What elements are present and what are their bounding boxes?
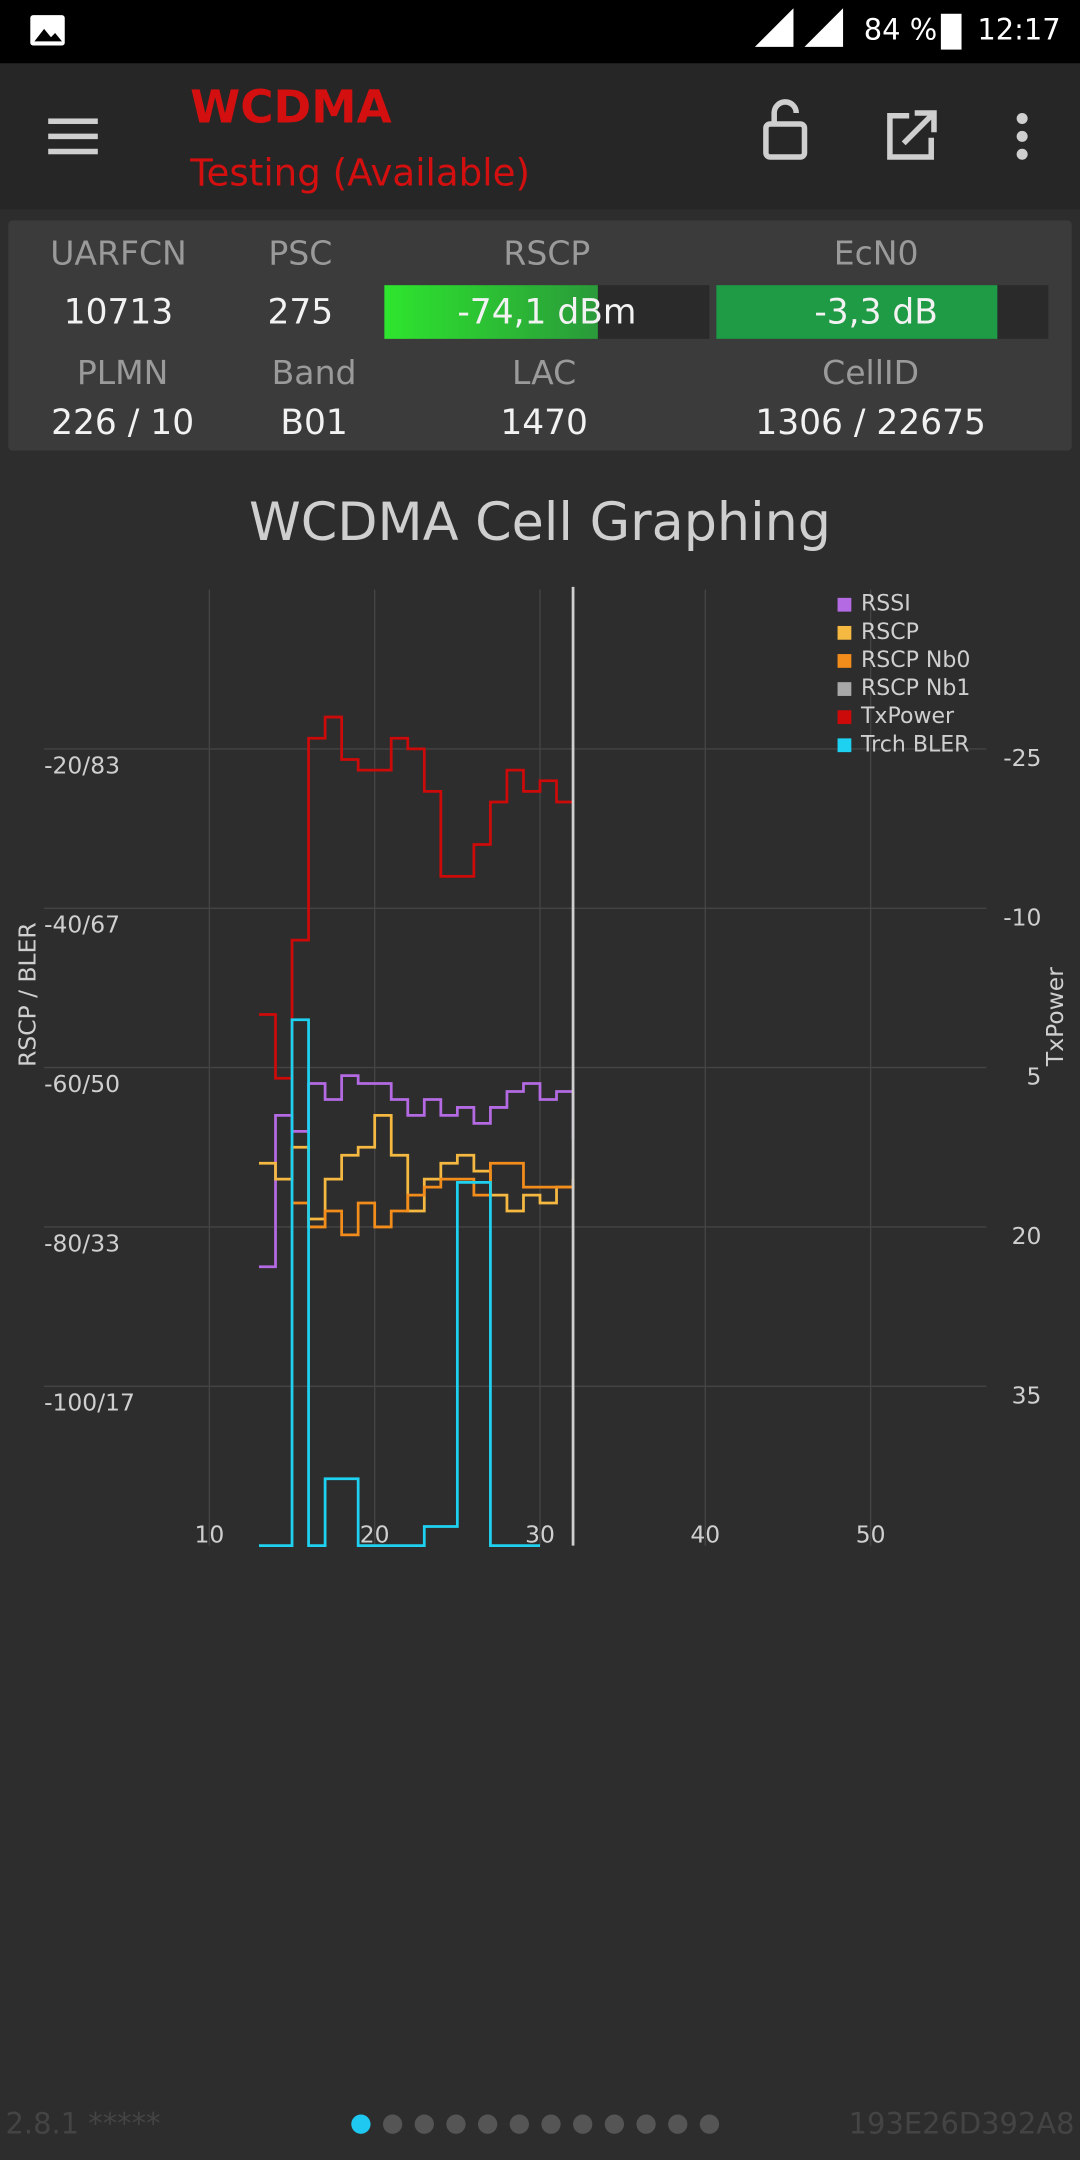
cell-label: PSC	[268, 233, 332, 272]
app-subtitle: Testing (Available)	[189, 150, 530, 194]
cell-label: Band	[272, 353, 357, 392]
x-tick-label: 10	[194, 1520, 224, 1548]
y-tick-label: -60/50	[44, 1070, 120, 1098]
cell-value: 275	[267, 293, 333, 333]
x-tick-label: 50	[856, 1520, 886, 1548]
x-tick-label: 40	[690, 1520, 720, 1548]
cell-label: EcN0	[834, 233, 919, 272]
series-line	[258, 1114, 575, 1221]
y-tick-label: -40/67	[44, 911, 120, 939]
cell-value: 10713	[64, 293, 174, 333]
lock-button[interactable]	[763, 99, 808, 160]
x-tick-label: 30	[525, 1520, 555, 1548]
y-tick-label: -20/83	[44, 751, 120, 779]
legend-label: TxPower	[860, 704, 955, 729]
legend-swatch	[837, 625, 852, 640]
y2-axis-title: TxPower	[1041, 967, 1069, 1067]
app-bar	[0, 63, 1080, 210]
legend-swatch	[837, 654, 852, 668]
cell-value: -3,3 dB	[814, 293, 938, 333]
ecn0-bar-fill	[716, 285, 998, 339]
series-line	[258, 1018, 540, 1547]
cell-value: 226 / 10	[51, 403, 194, 443]
cell-label: CellID	[822, 353, 919, 392]
cell-value: 1470	[500, 403, 588, 443]
cell-value: 1306 / 22675	[755, 403, 986, 443]
page-indicator	[351, 2114, 720, 2134]
legend-swatch	[837, 738, 852, 753]
gallery-icon-detail	[34, 28, 62, 42]
y-tick-label: -80/33	[44, 1229, 120, 1257]
open-external-button[interactable]	[887, 110, 937, 160]
y2-tick-label: -10	[1003, 903, 1041, 931]
overflow-menu-button[interactable]	[1016, 112, 1028, 160]
y-axis-title: RSCP / BLER	[13, 922, 41, 1066]
y2-tick-label: 20	[1012, 1222, 1042, 1250]
legend-label: RSCP Nb0	[861, 648, 970, 673]
cell-label: RSCP	[503, 233, 590, 272]
status-bar	[0, 0, 1080, 64]
legend-swatch	[837, 597, 852, 612]
chart: WCDMA Cell Graphing 10 20 30 40 50 -20/83 -40/6…	[13, 492, 1069, 1548]
y2-tick-label: 5	[1027, 1063, 1042, 1091]
menu-button[interactable]	[48, 118, 98, 155]
cell-value: -74,1 dBm	[457, 293, 636, 333]
version: 2.8.1 *****	[6, 2107, 161, 2141]
cell-label: PLMN	[77, 353, 169, 392]
battery-icon	[940, 13, 962, 50]
legend-label: Trch BLER	[860, 732, 970, 757]
cell-label: LAC	[512, 353, 576, 392]
y2-tick-label: -25	[1003, 744, 1041, 772]
legend-label: RSCP	[861, 620, 919, 645]
signal-icon-2	[804, 8, 844, 47]
legend-swatch	[837, 682, 852, 696]
y-tick-label: -100/17	[44, 1389, 135, 1417]
app-title: WCDMA	[190, 81, 392, 134]
battery-percent: 84 %	[864, 13, 937, 47]
legend-label: RSCP Nb1	[861, 676, 970, 701]
series-line	[292, 1161, 575, 1237]
x-tick-label: 20	[360, 1520, 390, 1548]
rscp-bar-fill	[384, 285, 598, 339]
chart-title: WCDMA Cell Graphing	[249, 492, 831, 553]
cell-label: UARFCN	[50, 233, 187, 272]
cell-value: B01	[280, 403, 347, 443]
series-line	[258, 715, 574, 1080]
device-id: 193E26D392A8	[849, 2107, 1075, 2141]
legend-label: RSSI	[861, 592, 911, 617]
clock: 12:17	[977, 13, 1060, 47]
legend-swatch	[837, 710, 852, 725]
y2-tick-label: 35	[1012, 1381, 1042, 1409]
series-line	[258, 1074, 575, 1269]
